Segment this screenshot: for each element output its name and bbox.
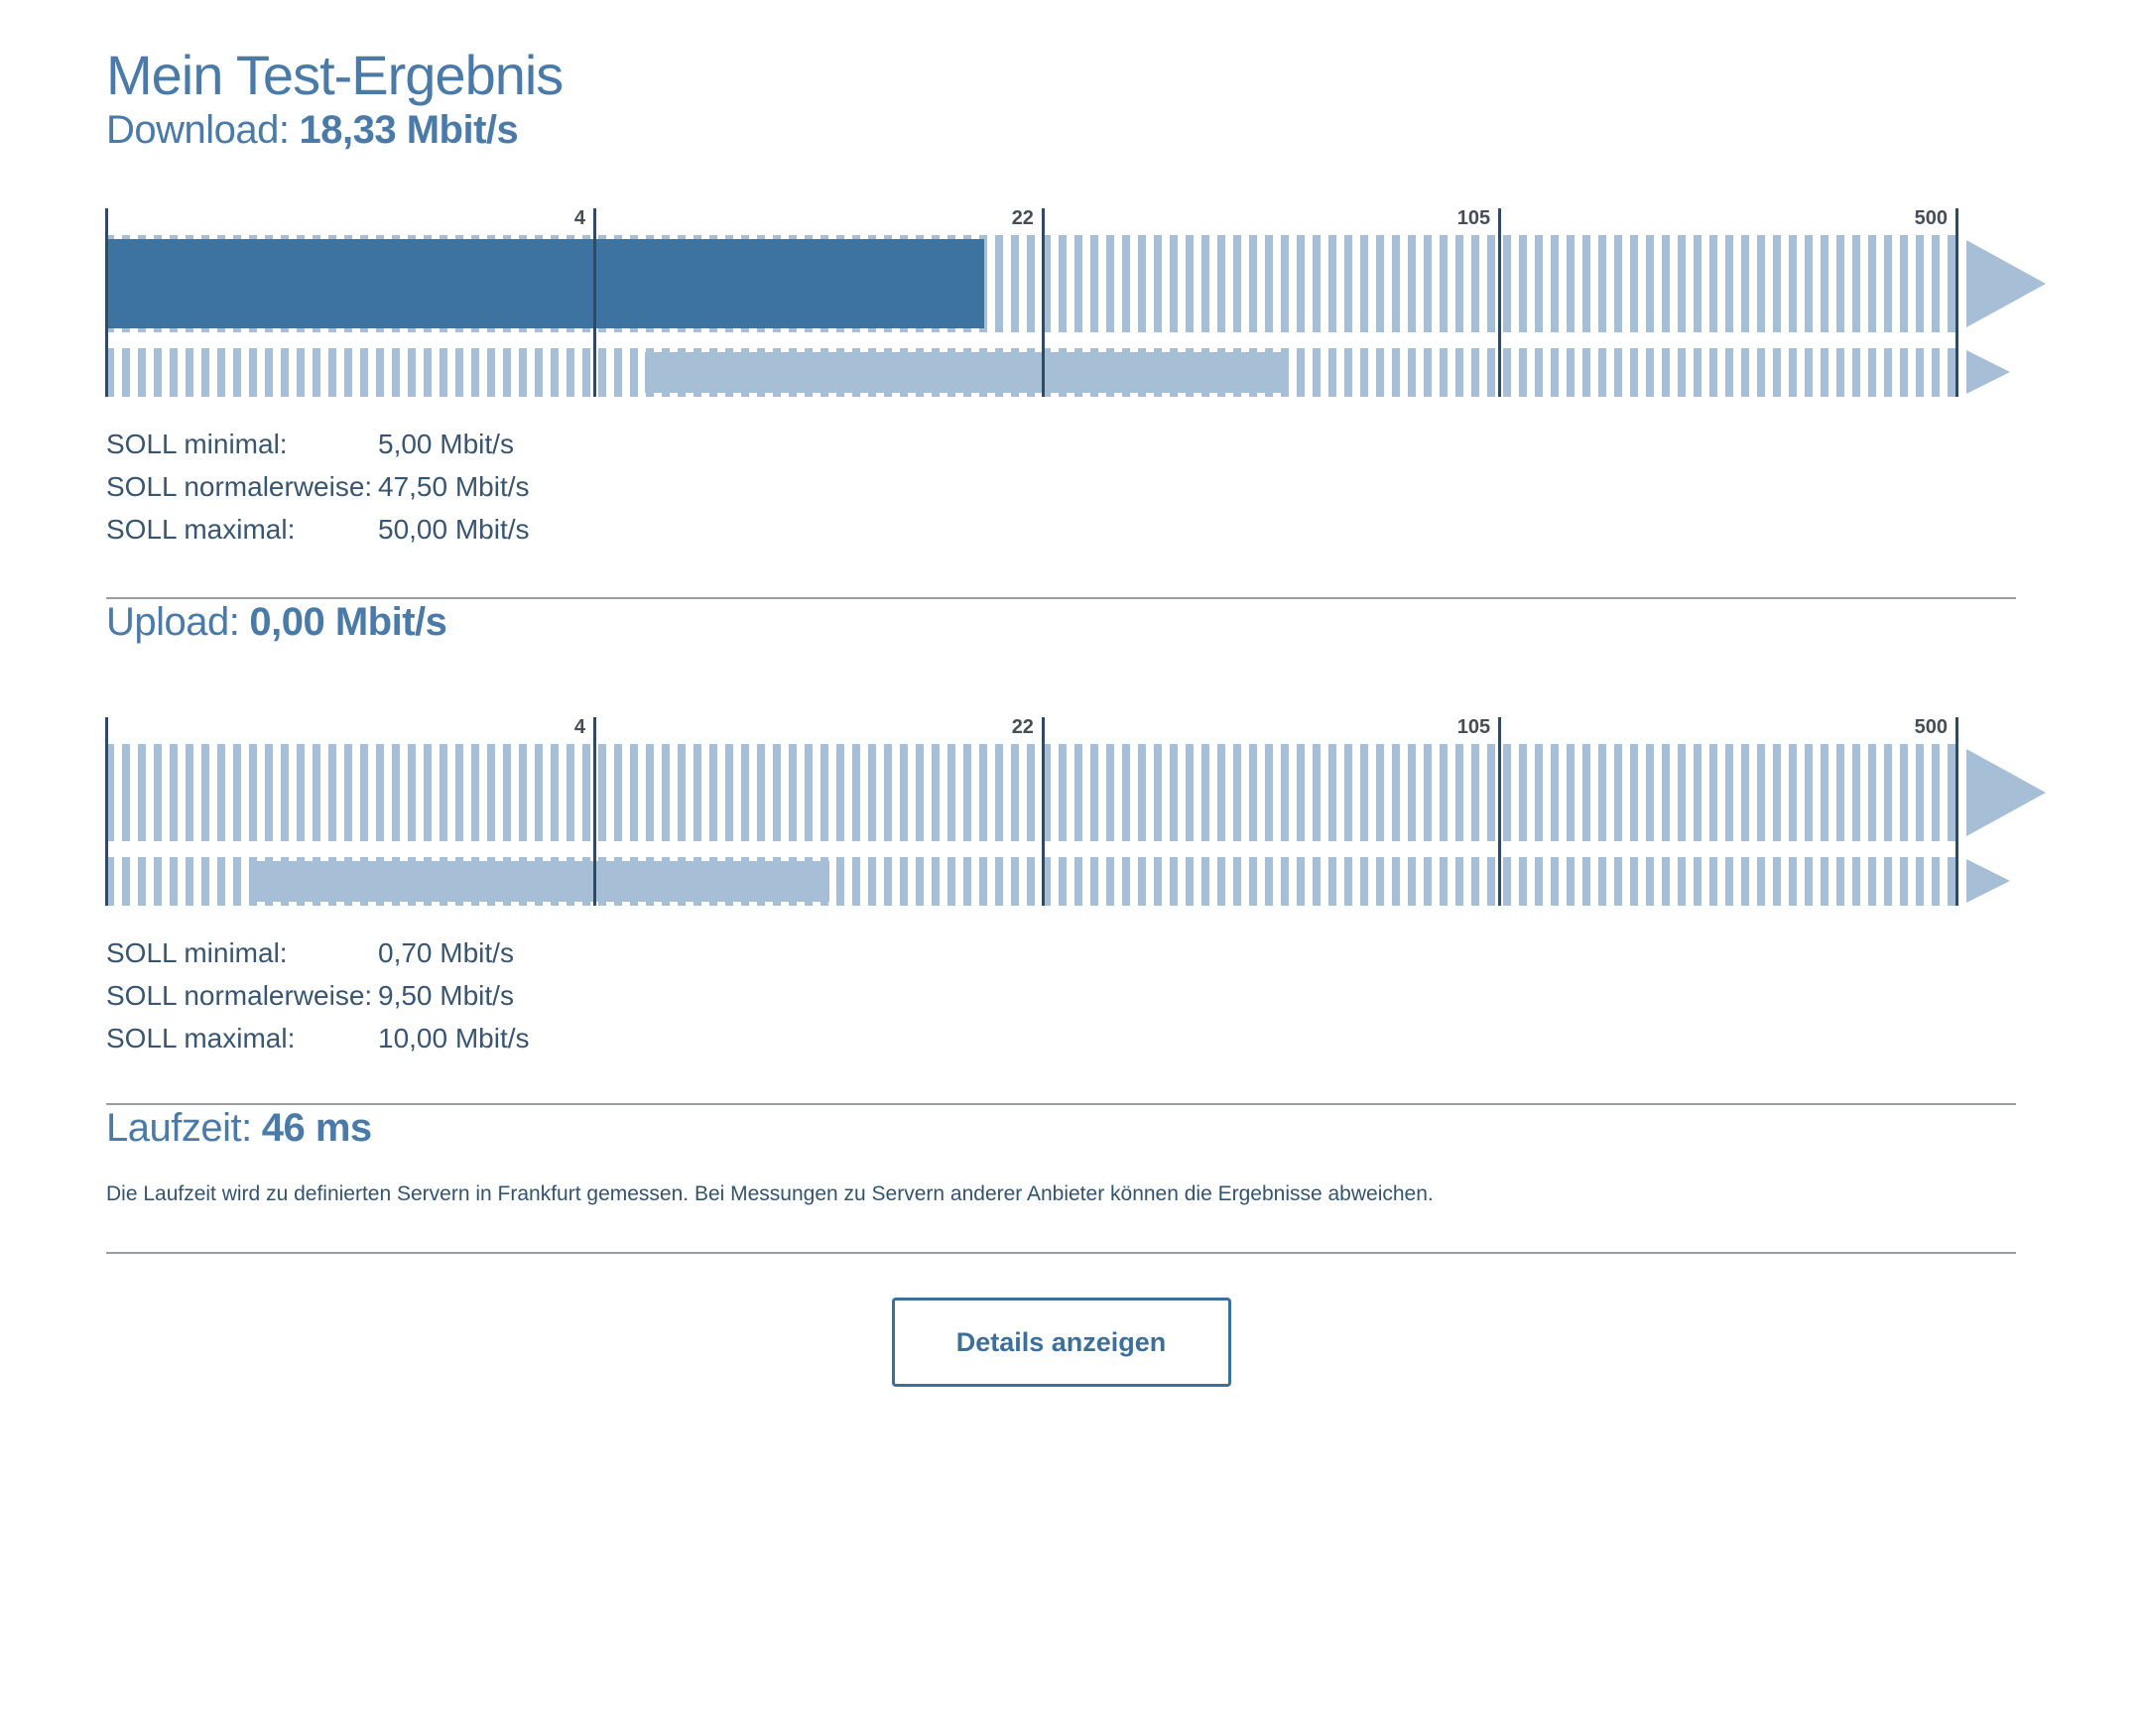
soll-row-maximal: SOLL maximal: 50,00 Mbit/s (106, 508, 2016, 551)
soll-row-minimal: SOLL minimal: 0,70 Mbit/s (106, 931, 2016, 974)
soll-minimal-label: SOLL minimal: (106, 937, 288, 969)
axis-tick-line (1955, 208, 1958, 398)
axis-tick-line (1498, 208, 1502, 398)
measured-track (106, 744, 1957, 842)
laufzeit-label: Laufzeit: (106, 1106, 252, 1151)
soll-maximal-label: SOLL maximal: (106, 514, 296, 546)
page-title: Mein Test-Ergebnis (106, 44, 564, 106)
section-divider (106, 1252, 2016, 1255)
upload-soll-table: SOLL minimal: 0,70 Mbit/s SOLL normalerw… (106, 931, 2016, 1059)
axis-tick-line (1041, 208, 1045, 398)
test-result-page: Mein Test-Ergebnis Download: 18,33 Mbit/s… (105, 44, 2046, 1388)
soll-range-bar (255, 861, 830, 903)
upload-heading: Upload: 0,00 Mbit/s (106, 599, 2016, 646)
laufzeit-note: Die Laufzeit wird zu definierten Servern… (106, 1182, 1434, 1206)
download-label: Download: (106, 108, 290, 153)
soll-range-bar (645, 352, 1284, 394)
axis-tick-line (1041, 717, 1045, 907)
soll-minimal-value: 0,70 Mbit/s (378, 937, 514, 969)
axis-tick-line (1955, 717, 1958, 907)
details-anzeigen-button[interactable]: Details anzeigen (891, 1298, 1231, 1388)
axis-tick-label: 105 (1456, 207, 1491, 230)
scale-continues-arrow-icon (1966, 350, 2010, 395)
soll-minimal-value: 5,00 Mbit/s (378, 429, 514, 460)
soll-normalerweise-value: 9,50 Mbit/s (378, 980, 514, 1012)
axis-tick-label: 500 (1914, 716, 1948, 739)
download-soll-table: SOLL minimal: 5,00 Mbit/s SOLL normalerw… (106, 423, 2016, 551)
soll-maximal-value: 50,00 Mbit/s (378, 514, 530, 546)
soll-maximal-value: 10,00 Mbit/s (378, 1023, 530, 1054)
download-gauge: 4 22 105 500 (105, 207, 2046, 398)
scale-continues-arrow-icon (1966, 749, 2046, 837)
soll-maximal-label: SOLL maximal: (106, 1023, 296, 1054)
axis-tick-line (592, 208, 596, 398)
laufzeit-value: 46 ms (261, 1106, 372, 1151)
axis-tick-label: 4 (573, 716, 585, 739)
laufzeit-heading: Laufzeit: 46 ms (106, 1105, 2016, 1152)
soll-row-normalerweise: SOLL normalerweise: 47,50 Mbit/s (106, 465, 2016, 508)
axis-tick-label: 500 (1914, 207, 1948, 230)
scale-continues-arrow-icon (1966, 859, 2010, 904)
soll-track (106, 857, 1957, 907)
upload-label: Upload: (106, 600, 240, 645)
axis-tick-line (592, 717, 596, 907)
laufzeit-section: Laufzeit: 46 ms Die Laufzeit wird zu defi… (106, 1105, 2016, 1207)
upload-gauge: 4 22 105 500 (105, 716, 2046, 907)
soll-minimal-label: SOLL minimal: (106, 429, 288, 460)
download-heading: Download: 18,33 Mbit/s (106, 107, 2016, 154)
axis-tick-label: 105 (1456, 716, 1491, 739)
download-section: Download: 18,33 Mbit/s 4 22 105 500 SOLL min… (105, 107, 2046, 551)
soll-row-minimal: SOLL minimal: 5,00 Mbit/s (106, 423, 2016, 465)
axis-tick-label: 4 (573, 207, 585, 230)
upload-value: 0,00 Mbit/s (249, 600, 447, 645)
axis-tick-label: 22 (1011, 207, 1034, 230)
measured-bar (106, 239, 985, 329)
scale-continues-arrow-icon (1966, 240, 2046, 328)
measured-track (106, 235, 1957, 333)
section-divider (106, 597, 2016, 600)
section-divider (106, 1103, 2016, 1106)
soll-track (106, 348, 1957, 398)
soll-row-maximal: SOLL maximal: 10,00 Mbit/s (106, 1017, 2016, 1059)
axis-tick-label: 22 (1011, 716, 1034, 739)
axis-start-line (105, 717, 108, 907)
upload-section: Upload: 0,00 Mbit/s 4 22 105 500 SOLL minima… (105, 599, 2046, 1059)
soll-normalerweise-label: SOLL normalerweise: (106, 471, 373, 503)
download-value: 18,33 Mbit/s (299, 108, 519, 153)
axis-start-line (105, 208, 108, 398)
soll-normalerweise-label: SOLL normalerweise: (106, 980, 373, 1012)
axis-tick-line (1498, 717, 1502, 907)
soll-normalerweise-value: 47,50 Mbit/s (378, 471, 530, 503)
soll-row-normalerweise: SOLL normalerweise: 9,50 Mbit/s (106, 974, 2016, 1017)
